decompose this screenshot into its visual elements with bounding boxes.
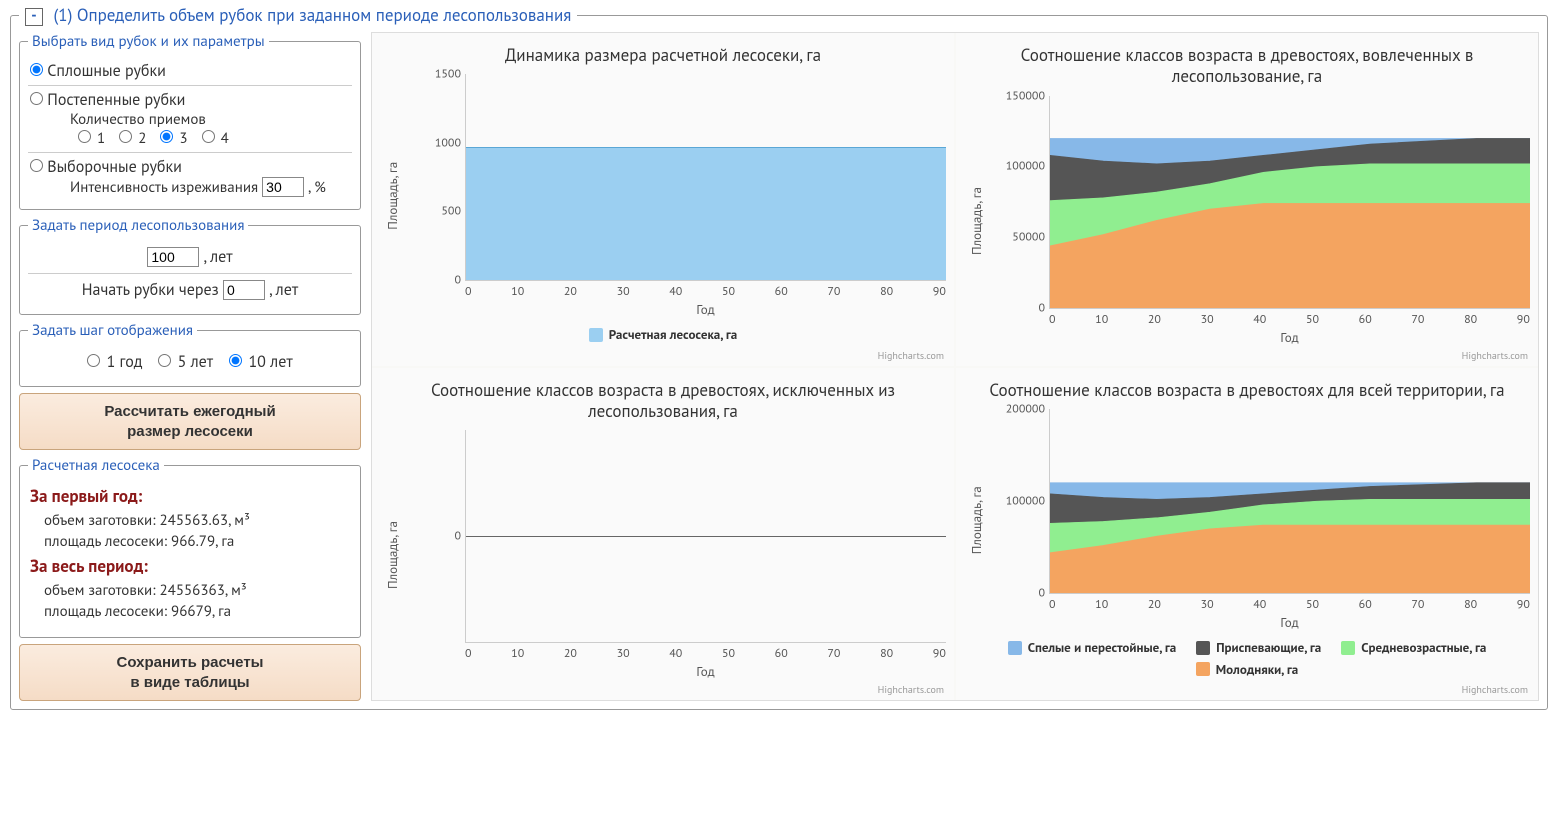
legend-item[interactable]: Спелые и перестойные, га bbox=[1008, 639, 1177, 656]
selective-intensity-row: Интенсивность изреживания , % bbox=[30, 177, 350, 197]
collapse-button[interactable]: - bbox=[25, 8, 43, 26]
step-radio[interactable] bbox=[87, 354, 100, 367]
chart-credit: Highcharts.com bbox=[1462, 683, 1528, 696]
step-fieldset: Задать шаг отображения 1 год 5 лет 10 ле… bbox=[19, 321, 361, 387]
first-year-volume: объем заготовки: 245563.63, м³ bbox=[44, 511, 350, 530]
gradual-count-options: 1 2 3 4 bbox=[70, 129, 235, 148]
step-opt[interactable]: 5 лет bbox=[150, 352, 213, 372]
results-legend: Расчетная лесосека bbox=[28, 456, 164, 475]
start-after-input[interactable] bbox=[223, 280, 265, 300]
x-axis-ticks: 0102030405060708090 bbox=[465, 281, 946, 299]
y-axis-label: Площадь, га bbox=[964, 409, 989, 631]
legend-item[interactable]: Средневозрастные, га bbox=[1341, 639, 1486, 656]
chart-age-classes-total: Соотношение классов возраста в древостоя… bbox=[956, 368, 1538, 701]
chart-credit: Highcharts.com bbox=[878, 683, 944, 696]
chart-age-classes-excluded: Соотношение классов возраста в древостоя… bbox=[372, 368, 954, 701]
legend-item[interactable]: Молодняки, га bbox=[1196, 661, 1298, 678]
whole-period-area: площадь лесосеки: 96679, га bbox=[44, 602, 350, 621]
period-input[interactable] bbox=[147, 247, 199, 267]
gradual-opt-2[interactable]: 2 bbox=[111, 129, 146, 148]
charts-grid: Динамика размера расчетной лесосеки, га П… bbox=[371, 32, 1539, 701]
plot-area[interactable]: 0100000200000 bbox=[1049, 409, 1530, 594]
step-legend: Задать шаг отображения bbox=[28, 321, 197, 340]
gradual-opt-3[interactable]: 3 bbox=[152, 129, 187, 148]
x-axis-label: Год bbox=[1049, 329, 1530, 346]
gradual-radio-1[interactable] bbox=[78, 130, 91, 143]
chart-allowable-cut: Динамика размера расчетной лесосеки, га П… bbox=[372, 33, 954, 366]
whole-period-volume: объем заготовки: 24556363, м³ bbox=[44, 581, 350, 600]
legend-item[interactable]: Приспевающие, га bbox=[1196, 639, 1321, 656]
chart-title: Соотношение классов возраста в древостоя… bbox=[964, 45, 1530, 88]
plot-area[interactable]: 0 bbox=[465, 430, 946, 643]
y-axis-label: Площадь, га bbox=[380, 430, 405, 680]
chart-age-classes-involved: Соотношение классов возраста в древостоя… bbox=[956, 33, 1538, 366]
chart-title: Соотношение классов возраста в древостоя… bbox=[380, 380, 946, 423]
x-axis-label: Год bbox=[465, 663, 946, 680]
chart-credit: Highcharts.com bbox=[1462, 349, 1528, 362]
first-year-title: За первый год: bbox=[30, 485, 350, 507]
x-axis-ticks: 0102030405060708090 bbox=[1049, 594, 1530, 612]
step-options: 1 год 5 лет 10 лет bbox=[28, 346, 352, 378]
chart-title: Соотношение классов возраста в древостоя… bbox=[964, 380, 1530, 401]
chart-legend: Спелые и перестойные, га Приспевающие, га… bbox=[964, 637, 1530, 680]
opt-clear-radio[interactable] bbox=[30, 63, 43, 76]
first-year-area: площадь лесосеки: 966.79, га bbox=[44, 532, 350, 551]
opt-selective-label[interactable]: Выборочные рубки bbox=[30, 157, 182, 177]
gradual-radio-3[interactable] bbox=[160, 130, 173, 143]
y-axis-label: Площадь, га bbox=[380, 74, 405, 318]
step-opt[interactable]: 1 год bbox=[79, 352, 142, 372]
x-axis-label: Год bbox=[465, 301, 946, 318]
plot-area[interactable]: 050000100000150000 bbox=[1049, 96, 1530, 309]
opt-gradual-label[interactable]: Постепенные рубки bbox=[30, 90, 185, 110]
step-radio[interactable] bbox=[229, 354, 242, 367]
step-opt[interactable]: 10 лет bbox=[221, 352, 293, 372]
cutting-types-legend: Выбрать вид рубок и их параметры bbox=[28, 32, 269, 51]
gradual-opt-4[interactable]: 4 bbox=[194, 129, 229, 148]
opt-gradual-radio[interactable] bbox=[30, 92, 43, 105]
chart-credit: Highcharts.com bbox=[878, 349, 944, 362]
x-axis-ticks: 0102030405060708090 bbox=[1049, 309, 1530, 327]
main-title: (1) Определить объем рубок при заданном … bbox=[54, 4, 572, 26]
gradual-opt-1[interactable]: 1 bbox=[70, 129, 105, 148]
whole-period-title: За весь период: bbox=[30, 555, 350, 577]
x-axis-label: Год bbox=[1049, 614, 1530, 631]
x-axis-ticks: 0102030405060708090 bbox=[465, 643, 946, 661]
chart-legend: Расчетная лесосека, га bbox=[380, 324, 946, 346]
y-axis-label: Площадь, га bbox=[964, 96, 989, 346]
plot-area[interactable]: 050010001500 bbox=[465, 74, 946, 281]
cutting-types-fieldset: Выбрать вид рубок и их параметры Сплошны… bbox=[19, 32, 361, 210]
chart-title: Динамика размера расчетной лесосеки, га bbox=[380, 45, 946, 66]
selective-intensity-input[interactable] bbox=[262, 177, 304, 197]
gradual-radio-2[interactable] bbox=[119, 130, 132, 143]
save-button[interactable]: Сохранить расчеты в виде таблицы bbox=[19, 644, 361, 701]
gradual-count-row: Количество приемов 1 2 3 4 bbox=[30, 110, 350, 148]
period-fieldset: Задать период лесопользования , лет Нача… bbox=[19, 216, 361, 315]
main-fieldset: - (1) Определить объем рубок при заданно… bbox=[10, 4, 1548, 710]
opt-clear-label[interactable]: Сплошные рубки bbox=[30, 61, 166, 81]
gradual-radio-4[interactable] bbox=[202, 130, 215, 143]
period-legend: Задать период лесопользования bbox=[28, 216, 248, 235]
calculate-button[interactable]: Рассчитать ежегодный размер лесосеки bbox=[19, 393, 361, 450]
results-fieldset: Расчетная лесосека За первый год: объем … bbox=[19, 456, 361, 638]
step-radio[interactable] bbox=[158, 354, 171, 367]
opt-selective-radio[interactable] bbox=[30, 159, 43, 172]
